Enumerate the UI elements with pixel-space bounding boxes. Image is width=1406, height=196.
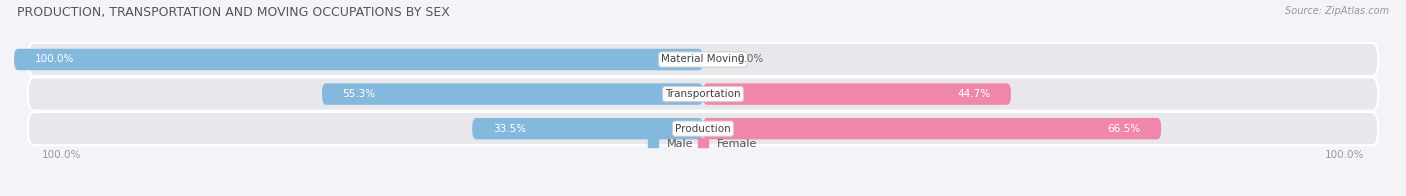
FancyBboxPatch shape — [322, 83, 703, 105]
FancyBboxPatch shape — [14, 49, 703, 70]
Text: 44.7%: 44.7% — [957, 89, 990, 99]
FancyBboxPatch shape — [472, 118, 703, 139]
Text: PRODUCTION, TRANSPORTATION AND MOVING OCCUPATIONS BY SEX: PRODUCTION, TRANSPORTATION AND MOVING OC… — [17, 6, 450, 19]
Legend: Male, Female: Male, Female — [644, 134, 762, 153]
Text: 66.5%: 66.5% — [1108, 124, 1140, 134]
Text: 100.0%: 100.0% — [1324, 150, 1364, 160]
Text: 55.3%: 55.3% — [343, 89, 375, 99]
Text: Production: Production — [675, 124, 731, 134]
FancyBboxPatch shape — [28, 77, 1378, 111]
Text: Material Moving: Material Moving — [661, 54, 745, 64]
FancyBboxPatch shape — [703, 118, 1161, 139]
Text: Source: ZipAtlas.com: Source: ZipAtlas.com — [1285, 6, 1389, 16]
Text: 100.0%: 100.0% — [42, 150, 82, 160]
FancyBboxPatch shape — [28, 43, 1378, 76]
Text: Transportation: Transportation — [665, 89, 741, 99]
FancyBboxPatch shape — [703, 83, 1011, 105]
Text: 100.0%: 100.0% — [35, 54, 75, 64]
Text: 33.5%: 33.5% — [494, 124, 526, 134]
FancyBboxPatch shape — [28, 112, 1378, 145]
Text: 0.0%: 0.0% — [738, 54, 763, 64]
